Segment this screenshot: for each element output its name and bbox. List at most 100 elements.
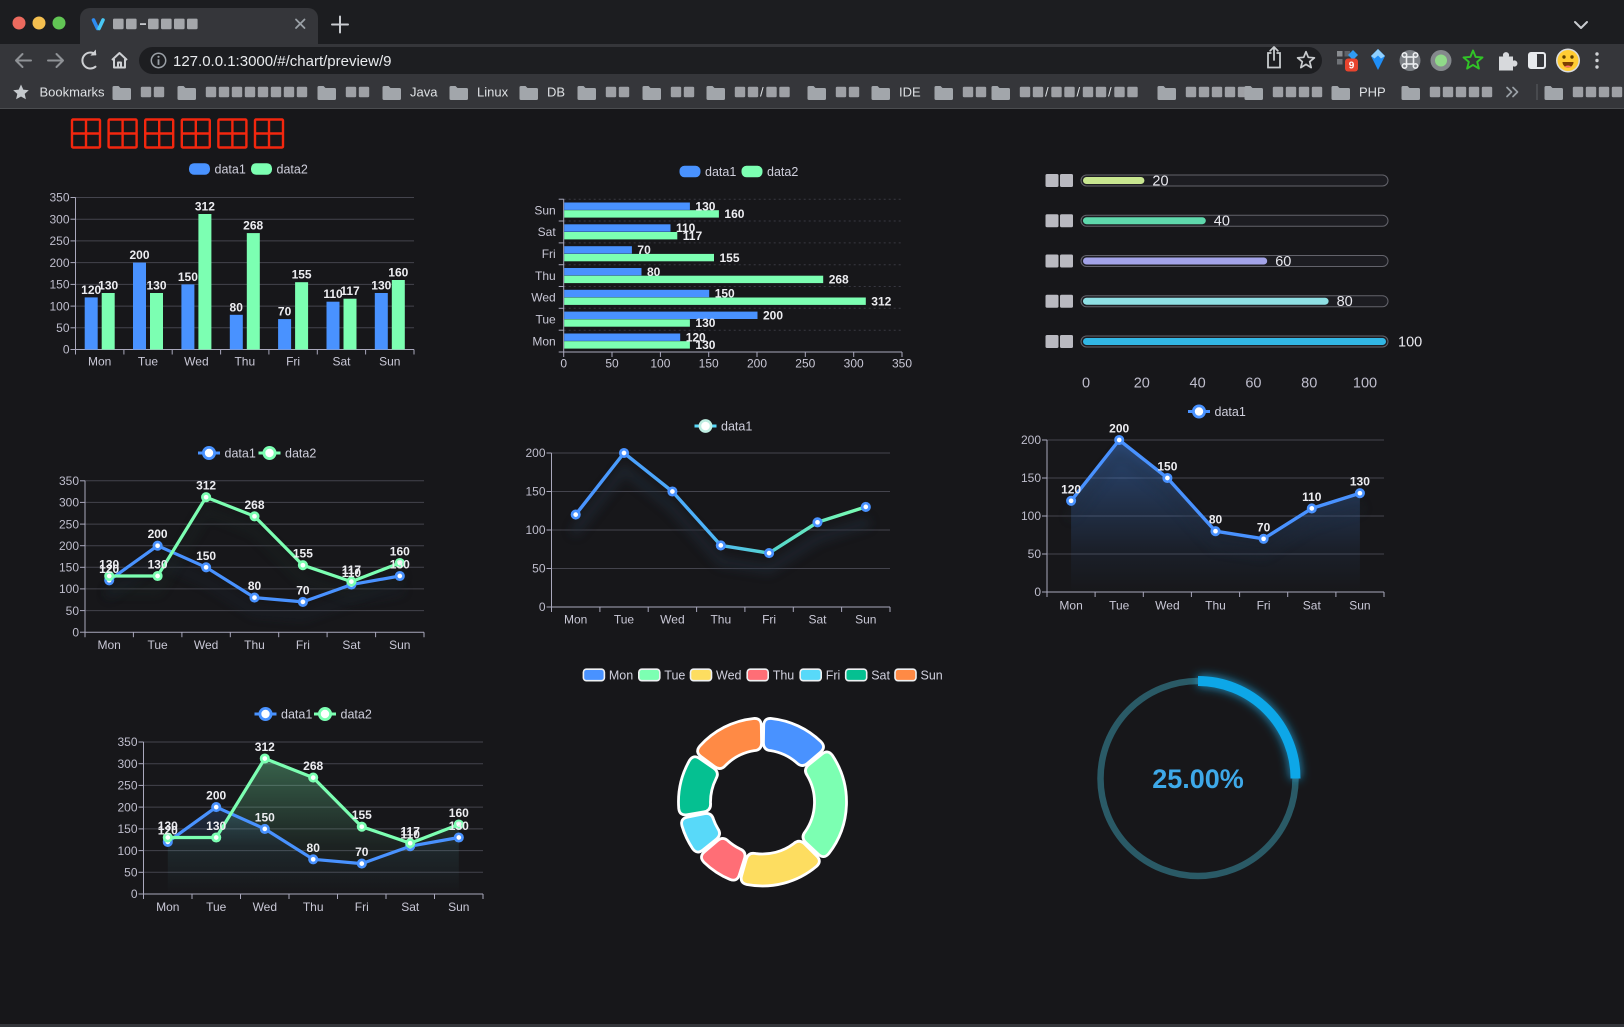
svg-text:/: / bbox=[1077, 85, 1081, 100]
svg-text:312: 312 bbox=[196, 479, 216, 493]
svg-text:PHP: PHP bbox=[1359, 85, 1386, 100]
svg-text:70: 70 bbox=[278, 305, 292, 319]
svg-text:50: 50 bbox=[56, 321, 70, 335]
svg-text:150: 150 bbox=[117, 822, 137, 836]
svg-text:Tue: Tue bbox=[147, 638, 168, 652]
svg-text:0: 0 bbox=[1082, 376, 1090, 392]
svg-text:Thu: Thu bbox=[234, 355, 255, 369]
svg-text:80: 80 bbox=[248, 579, 262, 593]
svg-text:Fri: Fri bbox=[1257, 598, 1271, 612]
svg-text:150: 150 bbox=[59, 561, 79, 575]
svg-text:250: 250 bbox=[59, 517, 79, 531]
svg-text:130: 130 bbox=[390, 558, 410, 572]
svg-text:40: 40 bbox=[1214, 214, 1230, 230]
svg-text:data2: data2 bbox=[277, 162, 308, 176]
svg-text:350: 350 bbox=[59, 474, 79, 488]
svg-text:50: 50 bbox=[1028, 547, 1042, 561]
svg-text:200: 200 bbox=[1109, 422, 1129, 436]
svg-text:Sun: Sun bbox=[448, 900, 469, 914]
svg-text:150: 150 bbox=[699, 357, 719, 371]
svg-text:Thu: Thu bbox=[244, 638, 265, 652]
svg-text:data2: data2 bbox=[285, 446, 316, 460]
svg-text:160: 160 bbox=[388, 266, 408, 280]
svg-text:60: 60 bbox=[1275, 254, 1291, 270]
svg-text:268: 268 bbox=[829, 273, 849, 287]
svg-text:155: 155 bbox=[292, 268, 312, 282]
svg-text:130: 130 bbox=[1350, 475, 1370, 489]
svg-text:120: 120 bbox=[686, 330, 706, 344]
svg-text:155: 155 bbox=[293, 547, 313, 561]
svg-text:70: 70 bbox=[1257, 520, 1271, 534]
svg-text:data1: data1 bbox=[215, 162, 246, 176]
svg-text:312: 312 bbox=[871, 294, 891, 308]
svg-text:100: 100 bbox=[525, 523, 545, 537]
svg-text:Tue: Tue bbox=[1109, 598, 1130, 612]
svg-text:100: 100 bbox=[117, 844, 137, 858]
svg-text:Wed: Wed bbox=[1155, 598, 1179, 612]
svg-text:155: 155 bbox=[352, 808, 372, 822]
svg-text:Sat: Sat bbox=[871, 668, 890, 682]
svg-text:200: 200 bbox=[206, 789, 226, 803]
svg-text:160: 160 bbox=[724, 207, 744, 221]
svg-text:130: 130 bbox=[449, 819, 469, 833]
svg-text:150: 150 bbox=[49, 278, 69, 292]
svg-text:130: 130 bbox=[99, 558, 119, 572]
svg-text:50: 50 bbox=[66, 604, 80, 618]
svg-text:20: 20 bbox=[1134, 376, 1150, 392]
svg-text:Fri: Fri bbox=[826, 668, 841, 682]
svg-text:Tue: Tue bbox=[138, 355, 159, 369]
svg-text:312: 312 bbox=[195, 200, 215, 214]
svg-text:IDE: IDE bbox=[899, 85, 921, 100]
svg-text:60: 60 bbox=[1245, 376, 1261, 392]
svg-text:100: 100 bbox=[650, 357, 670, 371]
svg-text:117: 117 bbox=[342, 563, 362, 577]
svg-text:data2: data2 bbox=[341, 707, 372, 721]
svg-text:Sat: Sat bbox=[342, 638, 361, 652]
svg-text:Thu: Thu bbox=[535, 269, 556, 283]
svg-text:130: 130 bbox=[148, 558, 168, 572]
svg-text:100: 100 bbox=[1398, 335, 1422, 351]
svg-text:110: 110 bbox=[676, 221, 696, 235]
svg-text:150: 150 bbox=[525, 485, 545, 499]
svg-text:117: 117 bbox=[683, 229, 703, 243]
svg-text:200: 200 bbox=[148, 527, 168, 541]
svg-text:130: 130 bbox=[158, 819, 178, 833]
svg-text:80: 80 bbox=[1337, 294, 1353, 310]
svg-text:Fri: Fri bbox=[355, 900, 369, 914]
svg-text:80: 80 bbox=[647, 265, 661, 279]
svg-text:120: 120 bbox=[1061, 482, 1081, 496]
svg-text:200: 200 bbox=[763, 309, 783, 323]
svg-text:data1: data1 bbox=[281, 707, 312, 721]
svg-text:Wed: Wed bbox=[194, 638, 218, 652]
svg-text:200: 200 bbox=[59, 539, 79, 553]
svg-text:80: 80 bbox=[230, 300, 244, 314]
svg-text:Tue: Tue bbox=[664, 668, 685, 682]
svg-text:150: 150 bbox=[1021, 471, 1041, 485]
svg-text:70: 70 bbox=[355, 845, 369, 859]
svg-text:Fri: Fri bbox=[286, 355, 300, 369]
svg-text:Sun: Sun bbox=[389, 638, 410, 652]
svg-text:Wed: Wed bbox=[253, 900, 277, 914]
svg-text:0: 0 bbox=[63, 343, 70, 357]
svg-text:Thu: Thu bbox=[710, 612, 731, 626]
svg-text:350: 350 bbox=[49, 191, 69, 205]
svg-text:Sat: Sat bbox=[808, 612, 827, 626]
svg-text:250: 250 bbox=[795, 357, 815, 371]
svg-text:350: 350 bbox=[892, 357, 912, 371]
svg-text:130: 130 bbox=[206, 819, 226, 833]
svg-text:Wed: Wed bbox=[531, 291, 555, 305]
svg-text:Bookmarks: Bookmarks bbox=[40, 85, 106, 100]
svg-text:Sun: Sun bbox=[534, 203, 555, 217]
svg-text:Tue: Tue bbox=[206, 900, 227, 914]
svg-text:Thu: Thu bbox=[303, 900, 324, 914]
svg-text:Mon: Mon bbox=[609, 668, 633, 682]
svg-text:268: 268 bbox=[303, 759, 323, 773]
svg-text:120: 120 bbox=[158, 823, 178, 837]
svg-text:0: 0 bbox=[72, 625, 79, 639]
svg-text:data1: data1 bbox=[721, 419, 752, 433]
svg-text:100: 100 bbox=[49, 299, 69, 313]
svg-text:Mon: Mon bbox=[98, 638, 121, 652]
svg-text:350: 350 bbox=[117, 735, 137, 749]
svg-text:110: 110 bbox=[401, 828, 421, 842]
svg-text:200: 200 bbox=[1021, 433, 1041, 447]
